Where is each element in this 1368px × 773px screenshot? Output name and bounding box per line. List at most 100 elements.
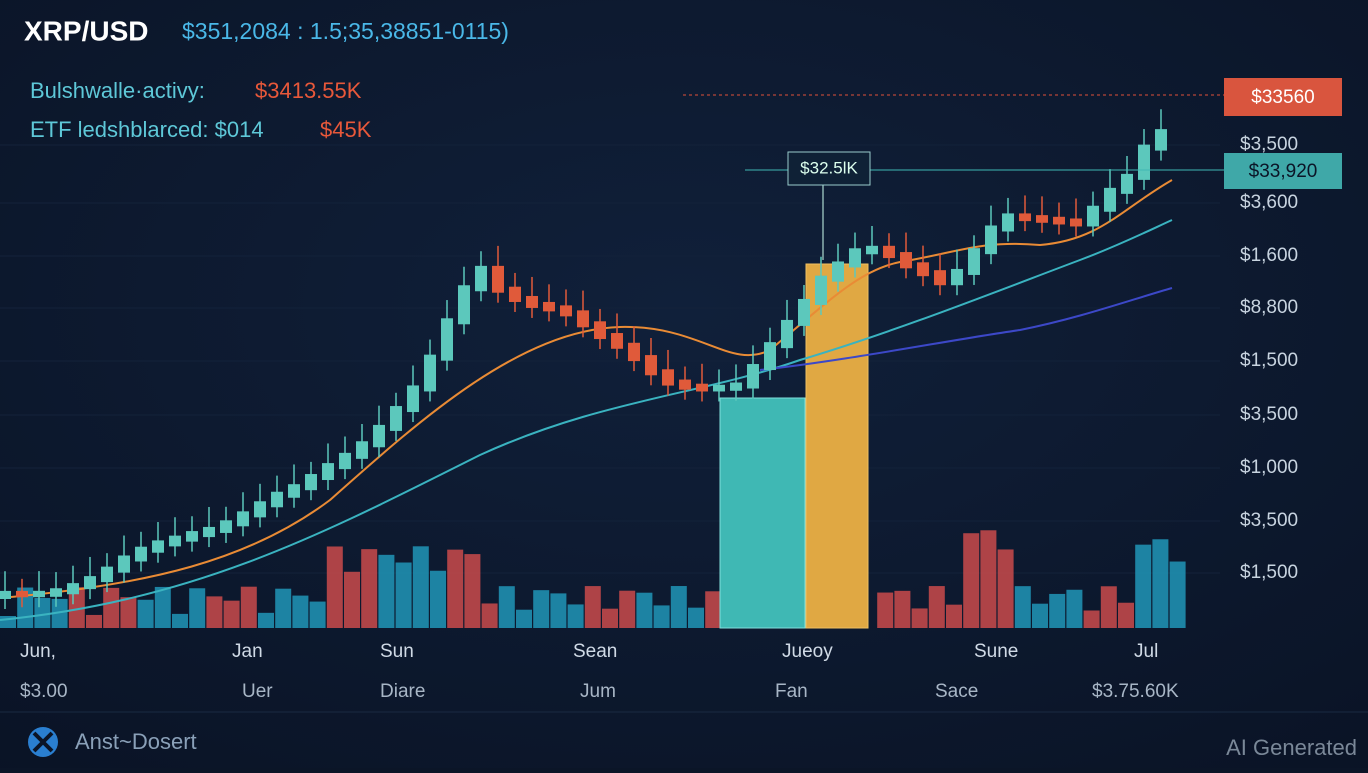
- candle-body: [1070, 218, 1082, 227]
- candle-body: [305, 474, 317, 491]
- candle-body: [815, 275, 827, 305]
- candle-body: [390, 406, 402, 431]
- volume-bar: [602, 608, 618, 628]
- candle-body: [696, 383, 708, 392]
- volume-bar: [240, 586, 257, 628]
- candle-body: [339, 452, 351, 470]
- candle-body: [1053, 216, 1065, 225]
- volume-bar: [670, 586, 687, 628]
- candle-body: [50, 588, 62, 597]
- highlight-bar: [719, 397, 806, 629]
- highlight-bar: [805, 263, 869, 629]
- date-label: Sun: [380, 641, 414, 662]
- volume-bar: [223, 600, 240, 628]
- price-axis-label: $3,600: [1240, 192, 1298, 213]
- candle-body: [169, 535, 181, 547]
- volume-bar: [550, 593, 567, 628]
- candle-body: [458, 285, 470, 325]
- quote: $351,2084 : 1.5;35,38851-0115): [182, 18, 509, 44]
- stat-label: Bulshwalle·activy:: [30, 78, 205, 103]
- value-row-label: Jum: [580, 681, 616, 702]
- value-row-label: Diare: [380, 681, 425, 702]
- candle-body: [203, 526, 215, 538]
- volume-bar: [584, 586, 601, 628]
- volume-bar: [516, 609, 532, 628]
- volume-bar: [481, 603, 498, 628]
- candle-body: [475, 265, 487, 292]
- price-tag: [1224, 78, 1342, 116]
- volume-bar: [1169, 561, 1186, 628]
- candle-body: [441, 318, 453, 361]
- candle-body: [628, 342, 640, 362]
- candle-body: [152, 540, 164, 553]
- volume-bar: [980, 530, 997, 628]
- watermark: AI Generated: [1226, 735, 1357, 760]
- stat-value: $45K: [320, 117, 372, 142]
- volume-bar: [189, 588, 206, 628]
- volume-bar: [172, 613, 188, 628]
- volume-bar: [120, 597, 137, 628]
- brand: Anst~Dosert: [75, 729, 197, 754]
- price-axis-label: $1,600: [1240, 245, 1298, 266]
- candle-body: [883, 245, 895, 259]
- candle-body: [424, 354, 436, 392]
- price-tag: [1224, 153, 1342, 189]
- candle-body: [1087, 205, 1099, 227]
- volume-bar: [894, 590, 911, 628]
- moving-average: [759, 287, 1173, 371]
- candle-body: [0, 590, 11, 599]
- moving-average: [0, 219, 1173, 621]
- candle-body: [611, 333, 623, 349]
- volume-bar: [206, 596, 223, 628]
- candle-body: [781, 319, 793, 349]
- candle-body: [16, 590, 28, 598]
- volume-bar: [412, 546, 429, 628]
- candle-body: [985, 225, 997, 255]
- price-tag-label: $33,920: [1249, 161, 1318, 182]
- candle-body: [662, 369, 674, 386]
- candle-body: [1138, 144, 1150, 180]
- candle-body: [254, 501, 266, 518]
- candle-body: [543, 301, 555, 312]
- candle-body: [832, 261, 844, 282]
- volume-bar: [688, 607, 704, 628]
- value-row-label: Uer: [242, 681, 273, 702]
- candle-body: [934, 270, 946, 286]
- candle-body: [730, 382, 742, 391]
- volume-bar: [344, 571, 360, 628]
- volume-bar: [636, 592, 653, 628]
- volume-bar: [911, 608, 928, 628]
- volume-bar: [1049, 593, 1066, 628]
- volume-bar: [154, 586, 171, 628]
- volume-bar: [258, 612, 274, 628]
- candle-body: [1121, 173, 1133, 194]
- volume-bar: [997, 549, 1014, 628]
- volume-bar: [1032, 603, 1048, 628]
- candle-body: [798, 298, 810, 326]
- value-row-label: Sace: [935, 681, 978, 702]
- candle-body: [968, 248, 980, 275]
- volume-bar: [1152, 539, 1169, 628]
- candle-body: [713, 384, 725, 392]
- candle-body: [373, 424, 385, 448]
- date-label: Jul: [1134, 641, 1158, 662]
- volume-bar: [361, 549, 378, 628]
- volume-bar: [378, 554, 395, 628]
- stat-label: ETF ledshblarced: $014: [30, 117, 264, 142]
- volume-bar: [963, 533, 980, 628]
- candle-body: [577, 310, 589, 328]
- candle-body: [560, 305, 572, 317]
- stat-value: $3413.55K: [255, 78, 362, 103]
- value-row-label: $3.00: [20, 681, 68, 702]
- volume-bar: [1135, 544, 1152, 628]
- volume-bar: [619, 590, 636, 628]
- candles: [0, 109, 1167, 609]
- volume-bar: [928, 586, 945, 628]
- candle-body: [900, 252, 912, 269]
- candle-body: [322, 463, 334, 481]
- value-row-label: $3.75.60K: [1092, 681, 1179, 702]
- volume-bar: [1014, 586, 1031, 628]
- symbol: XRP/USD: [24, 15, 148, 46]
- price-tag-label: $33560: [1251, 87, 1314, 108]
- price-axis: $3,500 $3,600 $1,600 $8,800 $1,500 $3,500 $1,0…: [1240, 134, 1298, 583]
